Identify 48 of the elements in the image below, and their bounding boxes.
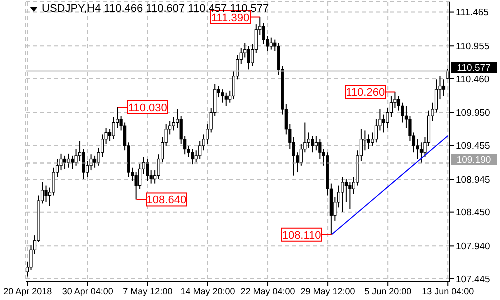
x-tick-label: 13 Jun 04:00 bbox=[422, 286, 474, 296]
candlestick bbox=[134, 172, 138, 200]
candlestick bbox=[63, 155, 67, 170]
y-tick-label: 109.950 bbox=[456, 108, 490, 120]
annotation: 108.110 bbox=[282, 230, 322, 242]
x-tick-label: 29 May 12:00 bbox=[300, 286, 356, 296]
candlestick bbox=[146, 158, 150, 182]
candlestick bbox=[318, 138, 322, 160]
y-tick-label: 107.445 bbox=[456, 274, 490, 286]
candlestick bbox=[341, 176, 344, 213]
y-tick-label: 108.945 bbox=[456, 174, 490, 186]
candlestick bbox=[247, 46, 250, 70]
candlestick bbox=[442, 79, 446, 97]
annotation: 111.390 bbox=[211, 12, 250, 24]
candlestick bbox=[270, 37, 273, 50]
x-tick-label: 14 May 20:00 bbox=[180, 286, 236, 296]
annotation: 110.260 bbox=[346, 87, 386, 100]
ref-line-label: 110.577 bbox=[457, 63, 491, 74]
candlestick bbox=[191, 148, 194, 166]
y-tick-label: 110.955 bbox=[456, 41, 490, 52]
chart-title: USDJPY,H4 110.466 110.607 110.457 110.577 bbox=[42, 3, 270, 15]
candlestick bbox=[93, 155, 97, 168]
y-tick-label: 109.455 bbox=[456, 141, 490, 152]
candlestick bbox=[307, 132, 310, 148]
y-tick-label: 107.940 bbox=[456, 242, 490, 253]
candlestick bbox=[382, 114, 386, 134]
annotation: 110.030 bbox=[128, 102, 168, 114]
candlestick bbox=[314, 136, 318, 152]
x-tick-label: 7 May 12:00 bbox=[123, 286, 173, 296]
candlestick bbox=[221, 89, 224, 104]
x-tick-label: 5 Jun 20:00 bbox=[364, 286, 412, 296]
x-tick-label: 30 Apr 04:00 bbox=[62, 286, 114, 296]
candlestick bbox=[311, 136, 314, 154]
candlestick bbox=[70, 155, 74, 170]
candlestick bbox=[420, 142, 424, 164]
y-tick-label: 108.450 bbox=[456, 208, 490, 219]
x-tick-label: 20 Apr 2018 bbox=[4, 286, 52, 296]
x-tick-label: 22 May 04:00 bbox=[240, 286, 296, 296]
candlestick bbox=[224, 92, 228, 107]
candlestick bbox=[67, 153, 70, 168]
candlestick bbox=[367, 134, 370, 150]
candlestick bbox=[44, 185, 48, 203]
candlestick bbox=[198, 140, 202, 160]
y-tick-label: 111.465 bbox=[456, 8, 489, 19]
y-tick-label: 110.460 bbox=[456, 74, 490, 86]
ref-line-label: 109.190 bbox=[456, 155, 492, 166]
candlestick bbox=[434, 79, 438, 114]
candlestick bbox=[348, 182, 352, 210]
